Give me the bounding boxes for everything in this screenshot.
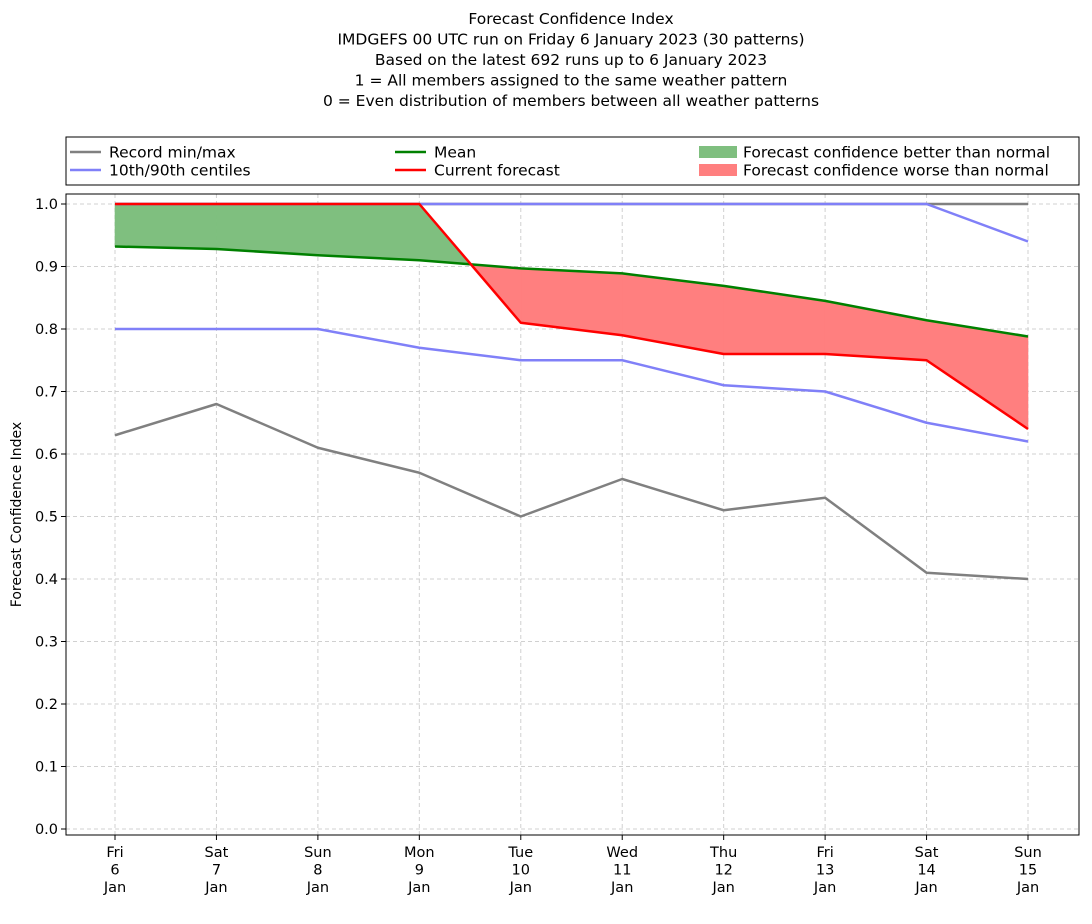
x-tick-label: Tue	[507, 845, 533, 861]
x-tick-label: 13	[816, 863, 834, 879]
legend-entry: 10th/90th centiles	[70, 162, 251, 180]
x-tick-label: Jan	[813, 880, 836, 896]
legend-frame	[65, 136, 1080, 186]
x-tick-label: Fri	[106, 845, 123, 861]
title-line-5: 0 = Even distribution of members between…	[323, 92, 819, 110]
fill-worse-than-normal	[621, 273, 724, 355]
x-tick-label: 15	[1019, 863, 1037, 879]
x-tick-label: 7	[212, 863, 221, 879]
fill-better-than-normal	[317, 203, 420, 261]
legend-label: 10th/90th centiles	[109, 162, 251, 180]
y-tick-label: 0.0	[35, 822, 58, 838]
series-p10	[114, 327, 1029, 443]
title-line-4: 1 = All members assigned to the same wea…	[355, 72, 788, 90]
y-tick-label: 0.8	[35, 322, 58, 338]
fill-worse-than-normal	[926, 319, 1029, 430]
x-tick-label: Jan	[711, 880, 734, 896]
y-tick-label: 0.7	[35, 385, 58, 401]
x-tick-label: 9	[415, 863, 424, 879]
legend-swatch	[699, 164, 737, 176]
y-tick-label: 0.1	[35, 760, 58, 776]
title-line-2: IMDGEFS 00 UTC run on Friday 6 January 2…	[337, 31, 804, 49]
series-line-record_min	[114, 402, 1029, 581]
y-tick-label: 0.3	[35, 635, 58, 651]
fill-worse-than-normal	[723, 285, 826, 355]
x-tick-label: 6	[110, 863, 119, 879]
x-tick-label: Sun	[1014, 845, 1042, 861]
legend-entry: Forecast confidence worse than normal	[699, 162, 1049, 180]
fill-better-than-normal	[216, 203, 319, 256]
x-tick-label: 8	[313, 863, 322, 879]
legend-entry: Current forecast	[395, 162, 560, 180]
y-tick-label: 0.5	[35, 510, 58, 526]
x-axis: Fri6JanSat7JanSun8JanMon9JanTue10JanWed1…	[103, 835, 1042, 896]
x-tick-label: Mon	[404, 845, 435, 861]
legend-entry: Mean	[395, 144, 476, 162]
x-tick-label: 11	[613, 863, 631, 879]
fill-areas	[114, 203, 1029, 430]
series-line-p10	[115, 327, 1029, 443]
chart-title: Forecast Confidence Index IMDGEFS 00 UTC …	[323, 10, 819, 110]
x-tick-label: Jan	[306, 880, 329, 896]
x-tick-label: 12	[714, 863, 732, 879]
legend-entry: Record min/max	[70, 144, 236, 162]
x-tick-label: Jan	[610, 880, 633, 896]
x-tick-label: Jan	[1016, 880, 1039, 896]
x-tick-label: Thu	[709, 845, 737, 861]
y-tick-label: 1.0	[35, 197, 58, 213]
x-tick-label: Wed	[606, 845, 638, 861]
x-tick-label: Jan	[407, 880, 430, 896]
legend-label: Current forecast	[434, 162, 560, 180]
series-line-mean	[114, 245, 1029, 338]
x-tick-label: 10	[512, 863, 530, 879]
plot-frame	[65, 193, 1080, 836]
legend-entry: Forecast confidence better than normal	[699, 144, 1050, 162]
title-line-3: Based on the latest 692 runs up to 6 Jan…	[375, 51, 767, 69]
legend-label: Record min/max	[109, 144, 236, 162]
y-tick-label: 0.9	[35, 260, 58, 276]
series-lines	[114, 202, 1029, 581]
series-current	[114, 202, 1029, 431]
x-tick-label: Jan	[509, 880, 532, 896]
series-record_min	[114, 402, 1029, 581]
series-mean	[114, 245, 1029, 338]
x-tick-label: Fri	[816, 845, 833, 861]
x-tick-label: 14	[917, 863, 935, 879]
legend-swatch	[699, 146, 737, 158]
y-axis-label: Forecast Confidence Index	[9, 422, 25, 607]
legend-label: Forecast confidence worse than normal	[743, 162, 1049, 180]
series-line-current	[115, 202, 1029, 431]
y-tick-label: 0.2	[35, 697, 58, 713]
legend-label: Mean	[434, 144, 476, 162]
x-tick-label: Jan	[204, 880, 227, 896]
legend-label: Forecast confidence better than normal	[743, 144, 1050, 162]
x-tick-label: Sun	[304, 845, 332, 861]
x-tick-label: Sat	[915, 845, 939, 861]
title-line-1: Forecast Confidence Index	[468, 10, 673, 28]
fill-better-than-normal	[114, 203, 217, 250]
y-tick-label: 0.6	[35, 447, 58, 463]
y-tick-label: 0.4	[35, 572, 58, 588]
x-tick-label: Jan	[103, 880, 126, 896]
x-tick-label: Sat	[205, 845, 229, 861]
y-axis: 0.0 0.1 0.2 0.3 0.4 0.5 0.6 0.7 0.8 0.9 1.0	[35, 197, 66, 838]
x-tick-label: Jan	[914, 880, 937, 896]
